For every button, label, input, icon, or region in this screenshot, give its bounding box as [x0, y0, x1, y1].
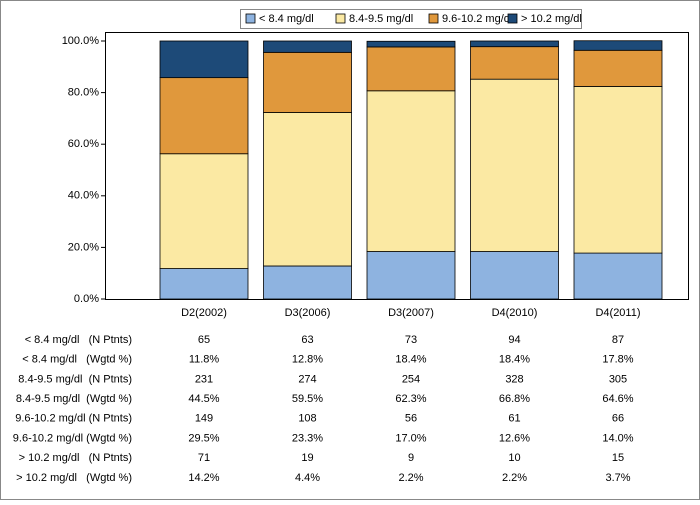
table-cell: 9	[408, 452, 414, 464]
bar-segment	[159, 153, 249, 269]
table-cell: 305	[609, 373, 627, 385]
table-cell: 149	[195, 413, 213, 425]
table-cell: 14.2%	[188, 472, 219, 484]
x-tick-label: D4(2011)	[595, 307, 640, 319]
table-cell: 64.6%	[602, 393, 633, 405]
table-cell: 56	[405, 413, 417, 425]
x-tick-label: D4(2010)	[492, 307, 538, 319]
x-tick-label: D2(2002)	[181, 307, 227, 319]
legend-swatch	[428, 13, 439, 24]
x-tick-label: D3(2006)	[285, 307, 331, 319]
table-cell: 66.8%	[499, 393, 530, 405]
bar-segment	[366, 46, 456, 92]
table-cell: 14.0%	[602, 432, 633, 444]
legend-swatch	[335, 13, 346, 24]
table-cell: 3.7%	[605, 472, 630, 484]
table-cell: 19	[301, 452, 313, 464]
table-cell: 17.8%	[602, 354, 633, 366]
legend-label: 9.6-10.2 mg/dl	[442, 13, 512, 25]
y-tick-label: 40.0%	[68, 190, 99, 202]
table-cell: 4.4%	[295, 472, 320, 484]
table-cell: 73	[405, 334, 417, 346]
y-tick-label: 0.0%	[74, 293, 99, 305]
table-cell: 108	[298, 413, 316, 425]
row-label: < 8.4 mg/dl (Wgtd %)	[22, 354, 132, 366]
bar-segment	[366, 251, 456, 300]
x-tick-label: D3(2007)	[388, 307, 434, 319]
bar-segment	[470, 251, 559, 300]
table-cell: 11.8%	[189, 354, 220, 366]
plot-frame	[105, 32, 689, 300]
bar-segment	[470, 78, 559, 252]
table-cell: 2.2%	[398, 472, 423, 484]
bar-segment	[159, 40, 249, 79]
table-cell: 328	[505, 373, 523, 385]
row-label: 8.4-9.5 mg/dl (N Ptnts)	[18, 373, 132, 385]
table-cell: 59.5%	[292, 393, 323, 405]
legend-frame	[240, 9, 582, 29]
bar-segment	[366, 40, 456, 48]
table-cell: 23.3%	[292, 432, 323, 444]
bar-segment	[573, 86, 663, 254]
bar-segment	[470, 46, 559, 80]
bar-segment	[263, 40, 352, 53]
table-cell: 254	[402, 373, 420, 385]
legend-label: 8.4-9.5 mg/dl	[349, 13, 413, 25]
table-cell: 18.4%	[395, 354, 426, 366]
table-cell: 87	[612, 334, 624, 346]
row-label: 8.4-9.5 mg/dl (Wgtd %)	[16, 393, 132, 405]
row-label: > 10.2 mg/dl (Wgtd %)	[16, 472, 132, 484]
bar-segment	[470, 40, 559, 48]
table-cell: 71	[198, 452, 210, 464]
bar-segment	[263, 51, 352, 113]
legend-swatch	[507, 13, 518, 24]
legend-label: < 8.4 mg/dl	[259, 13, 314, 25]
table-cell: 17.0%	[395, 432, 426, 444]
legend-swatch	[245, 13, 256, 24]
row-label: 9.6-10.2 mg/dl (Wgtd %)	[13, 432, 132, 444]
table-cell: 10	[508, 452, 520, 464]
bar-segment	[263, 265, 352, 300]
table-cell: 94	[508, 334, 520, 346]
table-cell: 62.3%	[395, 393, 426, 405]
bar-segment	[159, 268, 249, 300]
table-cell: 66	[612, 413, 624, 425]
table-cell: 15	[612, 452, 624, 464]
row-label: < 8.4 mg/dl (N Ptnts)	[25, 334, 132, 346]
y-tick-label: 60.0%	[68, 138, 99, 150]
table-cell: 63	[301, 334, 313, 346]
y-tick-label: 80.0%	[68, 87, 99, 99]
y-tick-label: 20.0%	[68, 241, 99, 253]
legend-label: > 10.2 mg/dl	[521, 13, 582, 25]
bar-segment	[573, 49, 663, 87]
bar-segment	[366, 90, 456, 252]
bar-segment	[573, 40, 663, 51]
bar-segment	[263, 112, 352, 267]
table-cell: 231	[195, 373, 213, 385]
y-tick-label: 100.0%	[62, 35, 100, 47]
table-cell: 12.8%	[292, 354, 323, 366]
row-label: > 10.2 mg/dl (N Ptnts)	[19, 452, 132, 464]
table-cell: 2.2%	[502, 472, 527, 484]
table-cell: 12.6%	[499, 432, 530, 444]
table-cell: 61	[508, 413, 520, 425]
bar-segment	[159, 77, 249, 155]
table-cell: 274	[298, 373, 316, 385]
table-cell: 18.4%	[499, 354, 530, 366]
bar-segment	[573, 252, 663, 300]
row-label: 9.6-10.2 mg/dl (N Ptnts)	[15, 413, 132, 425]
table-cell: 44.5%	[188, 393, 219, 405]
table-cell: 29.5%	[188, 432, 219, 444]
table-cell: 65	[198, 334, 210, 346]
